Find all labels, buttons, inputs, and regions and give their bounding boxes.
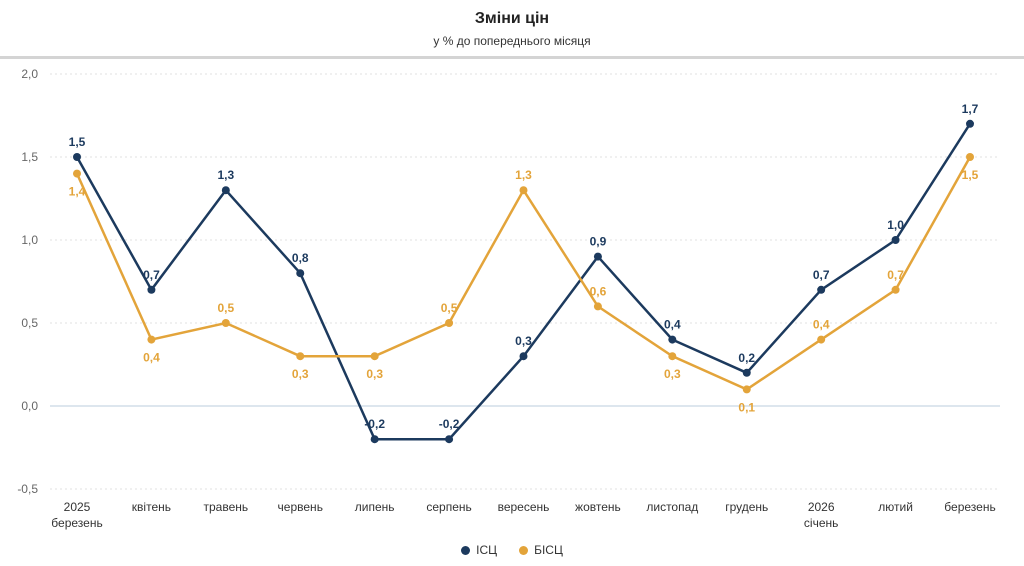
data-point (668, 335, 677, 344)
data-label: 0,9 (590, 235, 607, 249)
data-label: 0,7 (143, 268, 160, 282)
data-point (147, 335, 156, 344)
data-label: 1,3 (217, 168, 234, 182)
data-point (73, 153, 81, 161)
data-label: 0,1 (738, 400, 755, 414)
data-point (742, 368, 751, 377)
x-tick-label: лютий (878, 500, 913, 514)
data-label: -0,2 (364, 417, 385, 431)
data-point (445, 319, 454, 327)
data-label: -0,2 (439, 417, 460, 431)
x-tick-label: січень (804, 516, 838, 530)
data-point (296, 269, 305, 278)
data-label: 0,3 (515, 334, 532, 348)
data-point (668, 352, 677, 361)
data-point (817, 335, 826, 344)
data-point (296, 352, 305, 361)
data-label: 1,5 (69, 135, 86, 149)
header-divider (0, 56, 1024, 59)
legend-item-bisc[interactable]: БІСЦ (519, 543, 563, 557)
x-tick-label: 2026 (808, 500, 835, 514)
data-label: 0,6 (590, 284, 607, 298)
x-tick-label: липень (355, 500, 395, 514)
data-point (147, 285, 156, 294)
y-tick-label: 0,0 (21, 399, 38, 413)
data-point (891, 285, 900, 294)
x-tick-label: травень (204, 500, 249, 514)
data-label: 0,3 (366, 367, 383, 381)
chart-title: Зміни цін (474, 10, 550, 27)
data-label: 0,7 (887, 268, 904, 282)
data-point (966, 153, 974, 161)
y-tick-label: 2,0 (21, 67, 38, 81)
data-label: 0,7 (813, 268, 830, 282)
data-point (370, 352, 379, 361)
data-point (519, 352, 528, 361)
data-point (73, 169, 81, 178)
x-tick-label: жовтень (575, 500, 621, 514)
data-point (221, 186, 230, 195)
data-label: 0,4 (664, 318, 681, 332)
data-point (519, 186, 528, 195)
x-tick-label: листопад (646, 500, 698, 514)
data-label: 1,7 (962, 102, 979, 116)
data-label: 0,3 (664, 367, 681, 381)
x-tick-label: серпень (426, 500, 471, 514)
legend-label: БІСЦ (534, 543, 563, 557)
x-tick-label: 2025 (64, 500, 91, 514)
data-label: 0,4 (813, 318, 830, 332)
x-tick-label: вересень (498, 500, 550, 514)
data-label: 1,0 (887, 218, 904, 232)
legend-marker-icon (461, 546, 471, 555)
y-tick-label: -0,5 (17, 482, 38, 496)
data-point (966, 119, 974, 128)
data-label: 0,5 (217, 301, 234, 315)
x-tick-label: червень (278, 500, 323, 514)
data-point (445, 435, 454, 444)
legend-item-isc[interactable]: ІСЦ (461, 543, 497, 557)
data-label: 0,3 (292, 367, 309, 381)
x-tick-label: квітень (132, 500, 171, 514)
data-label: 1,5 (962, 168, 979, 182)
x-tick-label: грудень (725, 500, 768, 514)
data-label: 1,4 (69, 185, 86, 199)
legend-marker-icon (519, 546, 529, 555)
x-tick-label: березень (944, 500, 995, 514)
legend: ІСЦ БІСЦ (0, 543, 1024, 557)
chart-subtitle: у % до попереднього місяця (433, 34, 591, 48)
legend-label: ІСЦ (476, 543, 498, 557)
data-point (593, 302, 602, 311)
y-tick-label: 0,5 (21, 316, 38, 330)
data-point (593, 252, 602, 261)
x-tick-label: березень (51, 516, 102, 530)
data-point (817, 285, 826, 294)
y-tick-label: 1,5 (21, 150, 38, 164)
data-label: 0,8 (292, 251, 309, 265)
data-label: 0,5 (441, 301, 458, 315)
data-label: 1,3 (515, 168, 532, 182)
data-point (221, 319, 230, 327)
data-point (370, 435, 379, 444)
data-point (891, 236, 900, 244)
y-tick-label: 1,0 (21, 233, 38, 247)
data-label: 0,4 (143, 351, 160, 365)
data-point (742, 385, 751, 394)
data-label: 0,2 (738, 351, 755, 365)
